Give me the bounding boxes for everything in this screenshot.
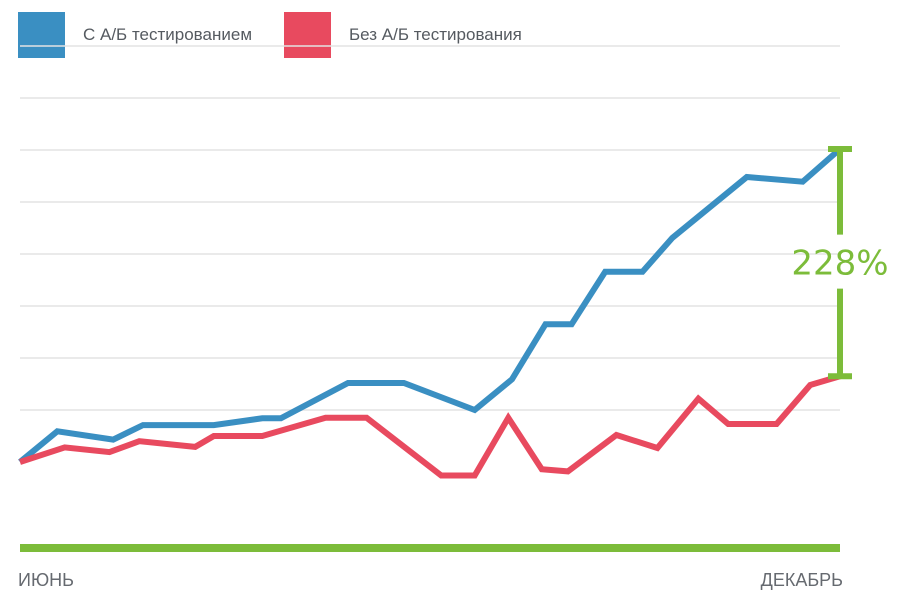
x-tick-label-end: ДЕКАБРЬ xyxy=(761,570,843,590)
series-line-with-ab xyxy=(18,146,842,465)
legend-swatch-with-ab xyxy=(18,12,65,58)
difference-label: 228% xyxy=(791,244,888,284)
grid xyxy=(20,45,840,411)
legend: С А/Б тестированием Без А/Б тестирования xyxy=(18,12,554,58)
legend-item-without-ab: Без А/Б тестирования xyxy=(284,12,522,58)
legend-item-with-ab: С А/Б тестированием xyxy=(18,12,252,58)
legend-label-without-ab: Без А/Б тестирования xyxy=(349,25,522,44)
series-line-without-ab xyxy=(19,373,841,479)
legend-label-with-ab: С А/Б тестированием xyxy=(83,25,253,44)
annotation-layer: 228% xyxy=(791,145,889,380)
x-axis: ИЮНЬ ДЕКАБРЬ xyxy=(18,544,843,590)
series-layer xyxy=(18,146,842,479)
legend-swatch-without-ab xyxy=(284,12,332,58)
x-tick-label-start: ИЮНЬ xyxy=(18,570,74,590)
